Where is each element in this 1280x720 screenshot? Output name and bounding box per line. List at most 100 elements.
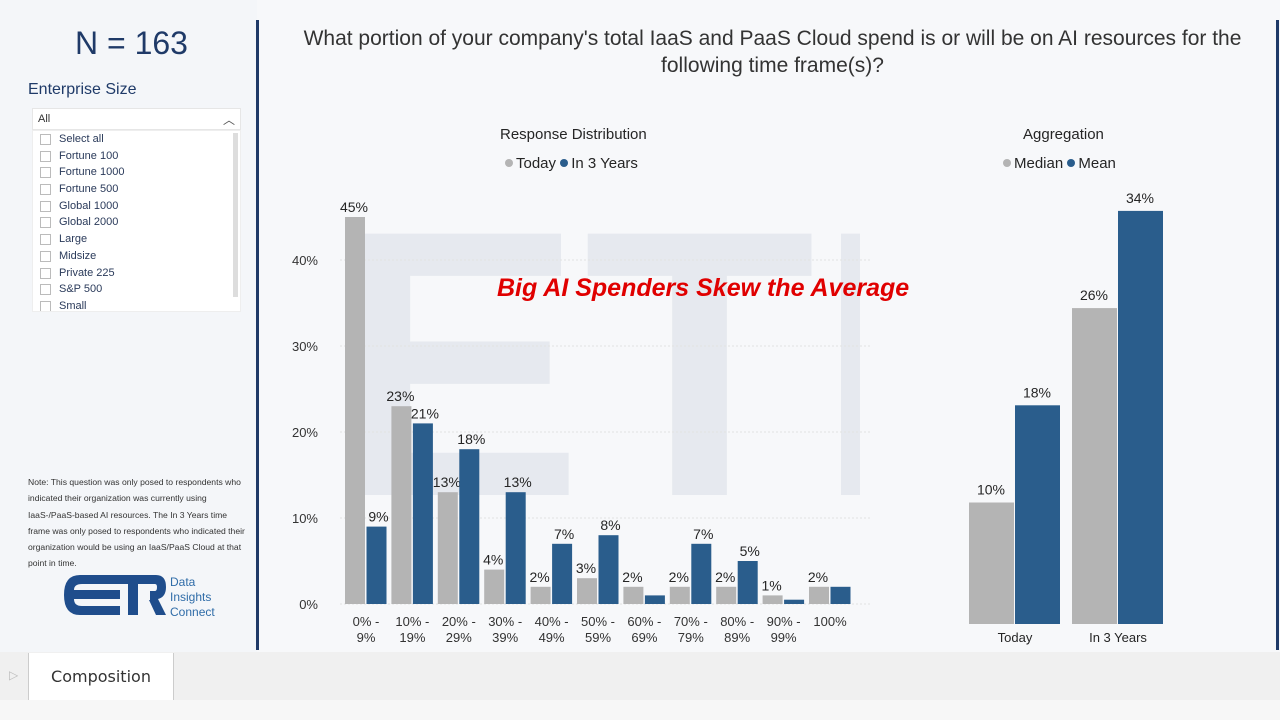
- enterprise-size-options[interactable]: Select all Fortune 100 Fortune 1000 Fortune…: [32, 130, 241, 312]
- option-item[interactable]: Select all: [33, 131, 240, 148]
- checkbox[interactable]: [40, 234, 51, 246]
- checkbox[interactable]: [40, 134, 51, 145]
- checkbox[interactable]: [40, 284, 51, 296]
- enterprise-size-dropdown[interactable]: All ︿: [32, 108, 241, 130]
- sample-size: N = 163: [75, 25, 188, 61]
- checkbox[interactable]: [40, 184, 51, 196]
- distribution-legend: Today In 3 Years: [505, 155, 638, 172]
- option-item[interactable]: Global 1000: [33, 198, 240, 215]
- data-label: 3%: [576, 560, 596, 576]
- data-label: 2%: [808, 569, 828, 585]
- checkbox[interactable]: [40, 150, 51, 162]
- bar-today: [437, 492, 458, 604]
- logo-tagline: Data Insights Connect: [170, 575, 215, 619]
- option-item[interactable]: Fortune 100: [33, 148, 240, 165]
- x-tick-label: 59%: [585, 630, 611, 645]
- data-label: 13%: [433, 474, 461, 490]
- bar-in-3-years: [459, 449, 480, 604]
- bar-mean: [1015, 405, 1060, 624]
- bar-in-3-years: [505, 492, 526, 604]
- data-label: 18%: [1023, 384, 1051, 400]
- checkbox[interactable]: [40, 250, 51, 262]
- data-label: 23%: [386, 388, 414, 404]
- x-tick-label: 40% -: [535, 614, 569, 629]
- option-item[interactable]: Fortune 500: [33, 181, 240, 198]
- checkbox[interactable]: [40, 167, 51, 179]
- x-tick-label: 50% -: [581, 614, 615, 629]
- divider: [256, 20, 259, 650]
- bar-today: [716, 586, 737, 604]
- y-tick-label: 20%: [292, 425, 318, 440]
- data-label: 4%: [483, 552, 503, 568]
- option-item[interactable]: Private 225: [33, 265, 240, 282]
- bar-today: [345, 217, 365, 604]
- x-tick-label: Today: [998, 630, 1033, 645]
- bar-in-3-years: [784, 599, 805, 604]
- option-item[interactable]: S&P 500: [33, 281, 240, 298]
- bar-today: [762, 595, 783, 604]
- bar-today: [391, 406, 412, 604]
- checkbox[interactable]: [40, 217, 51, 229]
- option-item[interactable]: Global 2000: [33, 214, 240, 231]
- checkbox[interactable]: [40, 267, 51, 279]
- legend-dot-3y: [560, 159, 569, 167]
- data-label: 34%: [1126, 190, 1154, 206]
- x-tick-label: 89%: [724, 630, 750, 645]
- legend-dot-today: [505, 159, 513, 167]
- bar-median: [1072, 308, 1117, 624]
- bar-in-3-years: [644, 595, 665, 604]
- bar-in-3-years: [412, 423, 433, 604]
- y-tick-label: 10%: [292, 511, 318, 526]
- checkbox[interactable]: [40, 300, 51, 311]
- bar-in-3-years: [737, 561, 758, 604]
- bar-today: [530, 586, 551, 604]
- distribution-title: Response Distribution: [500, 126, 647, 143]
- dropdown-value: All: [38, 113, 51, 125]
- bar-today: [577, 578, 597, 604]
- data-label: 18%: [457, 431, 485, 447]
- legend-dot-mean: [1067, 159, 1076, 167]
- checkbox[interactable]: [40, 200, 51, 212]
- data-label: 45%: [340, 199, 368, 215]
- annotation: Big AI Spenders Skew the Average: [497, 274, 910, 302]
- enterprise-size-label: Enterprise Size: [28, 81, 137, 98]
- tab-composition[interactable]: Composition: [28, 653, 174, 700]
- charts: 0%10%20%30%40%45%9%0% -9%23%21%10% -19%1…: [292, 190, 1163, 645]
- x-tick-label: 29%: [446, 630, 472, 645]
- bar-in-3-years: [598, 535, 619, 604]
- bar-in-3-years: [830, 586, 851, 604]
- x-tick-label: 39%: [492, 630, 518, 645]
- data-label: 7%: [554, 526, 574, 542]
- bar-today: [623, 586, 644, 604]
- bar-in-3-years: [366, 526, 387, 604]
- data-label: 1%: [761, 577, 781, 593]
- x-tick-label: 99%: [771, 630, 797, 645]
- bar-mean: [1118, 210, 1163, 624]
- legend-dot-median: [1003, 159, 1011, 167]
- option-item[interactable]: Large: [33, 231, 240, 248]
- data-label: 10%: [977, 482, 1005, 498]
- scrollbar[interactable]: [233, 133, 238, 297]
- status-bar: [0, 700, 1280, 720]
- x-tick-label: 60% -: [627, 614, 661, 629]
- x-tick-label: 19%: [399, 630, 425, 645]
- x-tick-label: 69%: [631, 630, 657, 645]
- chevron-up-icon[interactable]: ︿: [222, 113, 235, 127]
- y-tick-label: 30%: [292, 339, 318, 354]
- x-tick-label: 49%: [539, 630, 565, 645]
- y-tick-label: 40%: [292, 253, 318, 268]
- data-label: 13%: [504, 474, 532, 490]
- x-tick-label: 80% -: [720, 614, 754, 629]
- option-item[interactable]: Small: [33, 298, 240, 311]
- tab-scroll-icon[interactable]: ▷: [9, 668, 19, 682]
- aggregation-legend: Median Mean: [1003, 155, 1116, 172]
- x-tick-label: 30% -: [488, 614, 522, 629]
- option-item[interactable]: Midsize: [33, 248, 240, 265]
- aggregation-title: Aggregation: [1023, 126, 1104, 143]
- option-item[interactable]: Fortune 1000: [33, 164, 240, 181]
- x-tick-label: 90% -: [767, 614, 801, 629]
- y-tick-label: 0%: [299, 597, 318, 612]
- x-tick-label: 70% -: [674, 614, 708, 629]
- x-tick-label: 79%: [678, 630, 704, 645]
- divider: [1276, 20, 1279, 650]
